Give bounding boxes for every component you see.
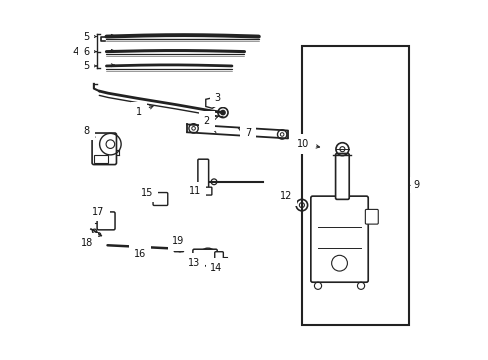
Text: 17: 17 (92, 207, 104, 217)
FancyBboxPatch shape (198, 159, 208, 192)
Text: 12: 12 (279, 191, 292, 201)
Text: 9: 9 (412, 180, 418, 190)
Text: 8: 8 (83, 126, 95, 137)
FancyBboxPatch shape (194, 187, 211, 195)
Text: 7: 7 (237, 127, 251, 138)
Text: 14: 14 (210, 263, 222, 273)
Text: 1: 1 (135, 106, 153, 117)
Circle shape (221, 111, 224, 115)
Text: 2: 2 (203, 116, 217, 126)
Text: 15: 15 (141, 188, 153, 198)
FancyBboxPatch shape (365, 210, 378, 224)
FancyBboxPatch shape (192, 249, 217, 266)
Text: 11: 11 (189, 186, 201, 197)
FancyBboxPatch shape (97, 212, 115, 230)
FancyBboxPatch shape (153, 193, 167, 206)
FancyBboxPatch shape (214, 252, 223, 262)
Text: 3: 3 (214, 93, 220, 103)
Circle shape (179, 248, 181, 250)
FancyBboxPatch shape (335, 153, 348, 199)
FancyBboxPatch shape (174, 244, 183, 252)
Bar (94, 155, 108, 163)
Text: 4: 4 (72, 46, 94, 57)
Bar (301, 45, 408, 325)
Text: 10: 10 (296, 139, 319, 149)
Text: 5: 5 (82, 32, 97, 41)
Text: 13: 13 (188, 258, 200, 268)
Text: 16: 16 (133, 248, 145, 258)
FancyBboxPatch shape (92, 133, 116, 165)
FancyBboxPatch shape (310, 196, 367, 282)
Text: 5: 5 (82, 61, 97, 71)
Text: 19: 19 (172, 236, 184, 246)
Text: 18: 18 (81, 238, 93, 248)
Text: 6: 6 (83, 46, 97, 57)
